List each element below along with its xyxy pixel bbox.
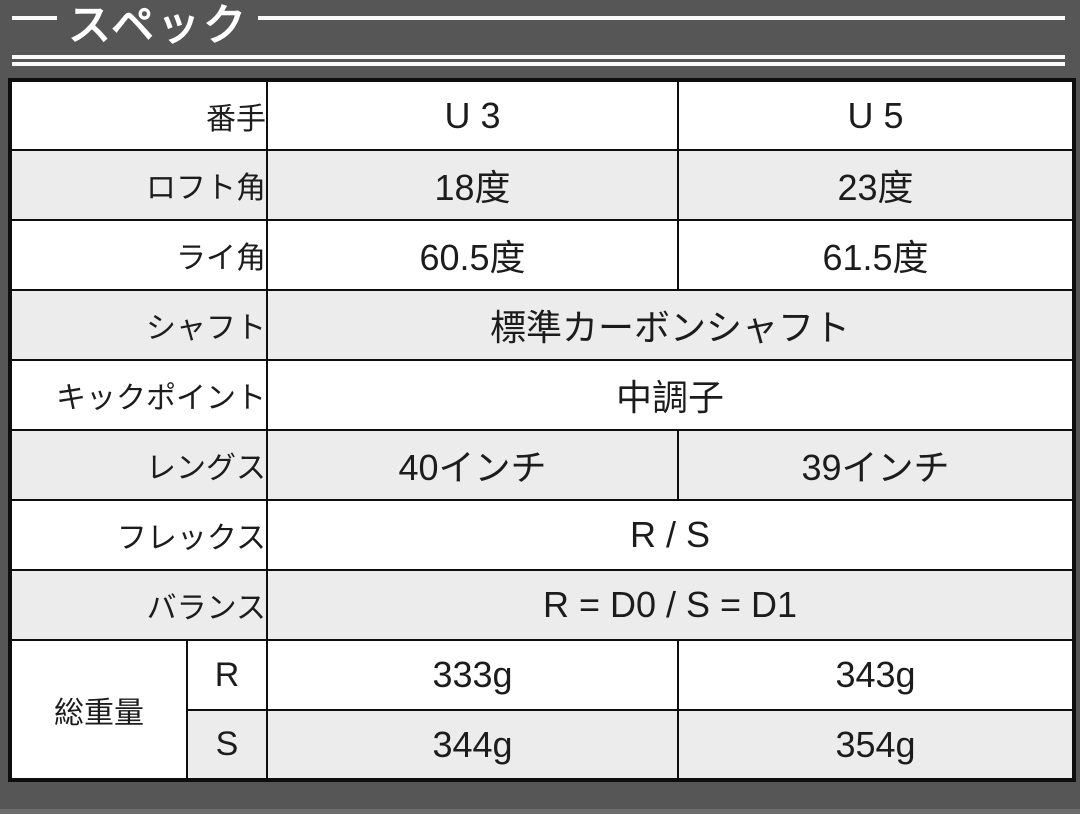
cell-value-u3: U 3 xyxy=(266,79,679,151)
table-row-length: レングス 40インチ 39インチ xyxy=(9,429,1075,501)
cell-value-u3: 344g xyxy=(266,709,679,781)
spec-table: 番手 U 3 U 5 ロフト角 18度 23度 ライ角 60.5度 61.5度 … xyxy=(8,78,1076,782)
weight-label: 総重量 xyxy=(9,639,188,781)
row-label: シャフト xyxy=(9,289,268,361)
section-title: スペック xyxy=(68,2,249,50)
bottom-edge-strip xyxy=(0,809,1080,814)
cell-value-span: 中調子 xyxy=(266,359,1075,431)
section-header: スペック xyxy=(0,0,1080,78)
cell-value-u5: 23度 xyxy=(677,149,1075,221)
cell-value-u5: 61.5度 xyxy=(677,219,1075,291)
table-row-weight-r: 総重量 R 333g 343g xyxy=(9,639,1075,781)
weight-flex-r: R xyxy=(186,639,268,711)
row-label: バランス xyxy=(9,569,268,641)
table-row-club-number: 番手 U 3 U 5 xyxy=(9,79,1075,151)
row-label: ライ角 xyxy=(9,219,268,291)
cell-value-span: R = D0 / S = D1 xyxy=(266,569,1075,641)
row-label: キックポイント xyxy=(9,359,268,431)
table-row-weight-s: S 344g 354g xyxy=(10,709,1075,781)
cell-value-u3: 40インチ xyxy=(266,429,679,501)
row-label: フレックス xyxy=(9,499,268,571)
header-double-line-bottom xyxy=(12,62,1065,66)
table-row-loft: ロフト角 18度 23度 xyxy=(9,149,1075,221)
cell-value-u3: 333g xyxy=(266,639,679,711)
table-row-balance: バランス R = D0 / S = D1 xyxy=(9,569,1075,641)
header-double-line-top xyxy=(12,55,1065,59)
cell-value-u3: 18度 xyxy=(266,149,679,221)
weight-flex-s: S xyxy=(186,709,268,781)
row-label: ロフト角 xyxy=(9,149,268,221)
table-row-lie: ライ角 60.5度 61.5度 xyxy=(9,219,1075,291)
cell-value-span: 標準カーボンシャフト xyxy=(266,289,1075,361)
table-row-kickpoint: キックポイント 中調子 xyxy=(9,359,1075,431)
cell-value-span: R / S xyxy=(266,499,1075,571)
row-label: レングス xyxy=(9,429,268,501)
cell-value-u5: 343g xyxy=(677,639,1075,711)
cell-value-u5: 354g xyxy=(677,709,1075,781)
header-tick-line xyxy=(12,16,57,20)
cell-value-u5: U 5 xyxy=(677,79,1075,151)
table-row-flex: フレックス R / S xyxy=(9,499,1075,571)
row-label: 番手 xyxy=(9,79,268,151)
table-row-shaft: シャフト 標準カーボンシャフト xyxy=(9,289,1075,361)
cell-value-u5: 39インチ xyxy=(677,429,1075,501)
cell-value-u3: 60.5度 xyxy=(266,219,679,291)
header-rule-line xyxy=(258,16,1065,20)
